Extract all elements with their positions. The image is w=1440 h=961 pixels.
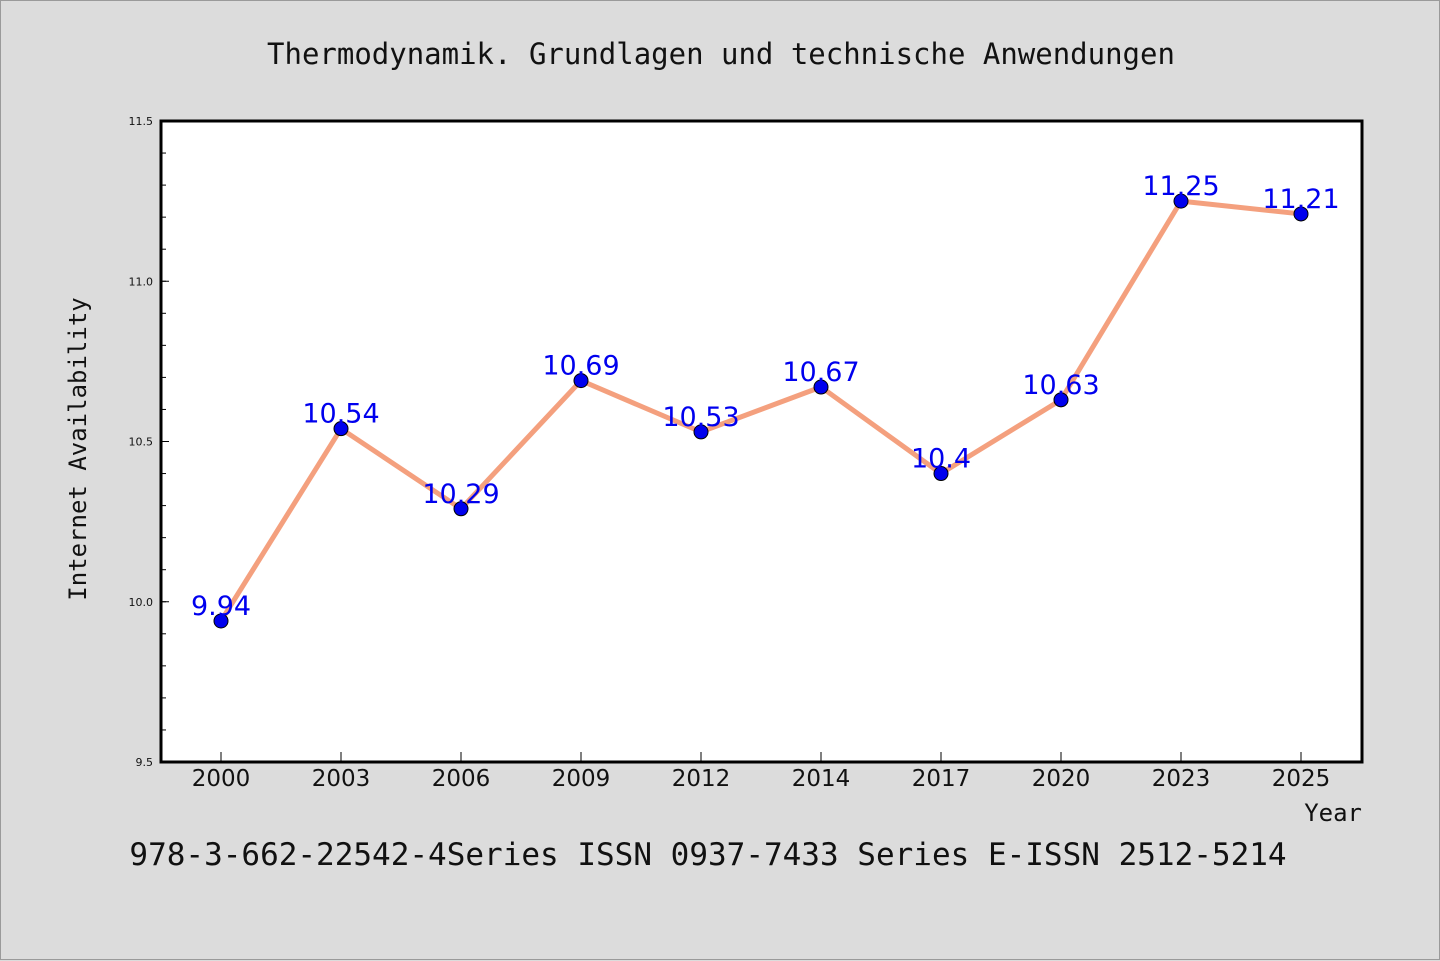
data-label: 9.94 [191, 591, 251, 622]
y-tick-label: 11.0 [129, 275, 154, 288]
data-label: 11.25 [1142, 171, 1219, 202]
data-label: 10.54 [302, 399, 379, 430]
data-point [573, 373, 589, 389]
y-axis-label: Internet Availability [64, 297, 92, 600]
x-tick-label: 2014 [792, 766, 851, 792]
x-axis: 2000 2003 2006 2009 2012 2014 2017 2020 2023 2025 [192, 752, 1331, 792]
data-point [453, 501, 469, 517]
x-tick-label: 2009 [552, 766, 611, 792]
y-tick-label: 10.0 [129, 596, 154, 609]
x-axis-label: Year [1304, 799, 1362, 827]
data-point [1293, 206, 1309, 222]
data-label: 10.67 [782, 357, 859, 388]
data-label: 10.69 [542, 351, 619, 382]
data-point [693, 424, 709, 440]
x-tick-label: 2003 [312, 766, 371, 792]
x-tick-label: 2025 [1272, 766, 1331, 792]
series-markers [213, 193, 1309, 629]
data-labels: 9.94 10.54 10.29 10.69 10.53 10.67 10.4 10.63 11… [191, 171, 1340, 622]
footer-text: 978-3-662-22542-4Series ISSN 0937-7433 S… [129, 837, 1286, 873]
series-line [218, 198, 1304, 624]
x-tick-label: 2020 [1032, 766, 1091, 792]
y-tick-label: 9.5 [136, 756, 154, 769]
x-tick-label: 2000 [192, 766, 251, 792]
chart-title: Thermodynamik. Grundlagen und technische… [267, 37, 1175, 71]
data-label: 10.63 [1022, 370, 1099, 401]
data-point [1053, 392, 1069, 408]
data-label: 10.29 [422, 479, 499, 510]
x-tick-label: 2006 [432, 766, 491, 792]
data-point [933, 466, 949, 482]
x-tick-label: 2023 [1152, 766, 1211, 792]
y-tick-label: 11.5 [129, 115, 154, 128]
data-label: 10.53 [662, 402, 739, 433]
y-axis: 9.5 10.0 10.5 11.0 11.5 [129, 115, 169, 769]
data-point [813, 379, 829, 395]
plot-area [159, 119, 1364, 764]
data-point [1173, 193, 1189, 209]
data-label: 11.21 [1262, 184, 1339, 215]
data-label: 10.4 [911, 444, 971, 475]
data-point [213, 613, 229, 629]
data-point [333, 421, 349, 437]
x-tick-label: 2017 [912, 766, 971, 792]
x-tick-label: 2012 [672, 766, 731, 792]
y-tick-label: 10.5 [129, 436, 154, 449]
